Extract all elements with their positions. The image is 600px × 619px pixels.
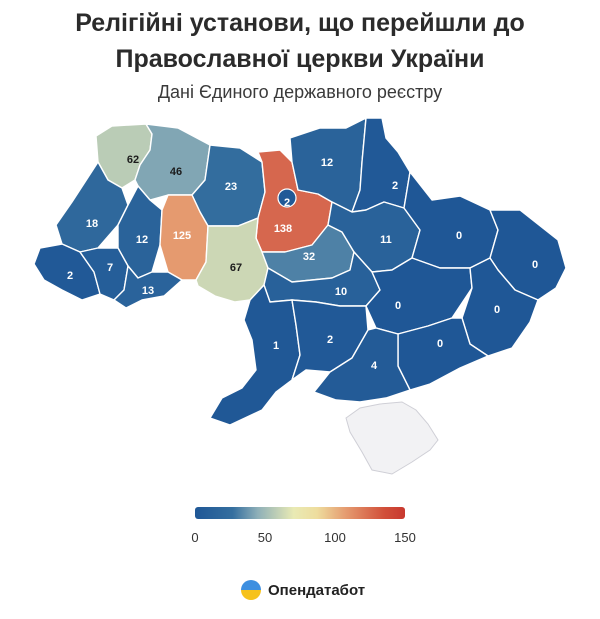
region-value-kharkiv: 0: [456, 230, 462, 242]
legend-tick-label: 150: [394, 530, 416, 545]
region-value-luhansk: 0: [532, 259, 538, 271]
region-value-lviv: 18: [86, 218, 98, 230]
brand-logo: Опендатабот: [241, 580, 365, 600]
region-value-ivano-frankivsk: 7: [107, 262, 113, 274]
region-value-mykolaiv: 2: [327, 334, 333, 346]
map-subtitle: Дані Єдиного державного реєстру: [157, 82, 443, 102]
region-odesa[interactable]: [209, 284, 301, 426]
region-value-vinnytsia: 67: [230, 262, 242, 274]
region-value-volyn: 62: [127, 154, 139, 166]
region-kherson[interactable]: [313, 327, 411, 403]
brand-name: Опендатабот: [268, 581, 366, 599]
legend-tick: [405, 519, 406, 524]
region-value-chernivtsi: 13: [142, 285, 154, 297]
region-value-sumy: 2: [392, 180, 398, 192]
legend-tick-label: 100: [324, 530, 346, 545]
region-value-donetsk: 0: [494, 304, 500, 316]
legend-tick: [265, 519, 266, 524]
legend-tick-label: 50: [257, 530, 273, 545]
region-donetsk[interactable]: [461, 257, 539, 357]
region-value-dnipro: 0: [395, 300, 401, 312]
region-crimea: [345, 401, 439, 475]
region-value-khmelnytskyi: 125: [173, 230, 191, 242]
region-value-kyiv-city: 2: [284, 197, 290, 209]
region-value-rivne: 46: [170, 166, 182, 178]
region-value-kirovohrad: 10: [335, 286, 347, 298]
region-kyiv-city[interactable]: [277, 188, 297, 208]
legend-color-scale: [195, 507, 405, 519]
opendatabot-logo-icon: [241, 580, 261, 600]
region-value-ternopil: 12: [136, 234, 148, 246]
legend-tick: [195, 519, 196, 524]
region-value-zhytomyr: 23: [225, 181, 237, 193]
region-value-odesa: 1: [273, 340, 279, 352]
region-value-poltava: 11: [380, 234, 392, 246]
region-value-kherson: 4: [371, 360, 378, 372]
region-value-cherkasy: 32: [303, 251, 315, 263]
region-value-chernihiv: 12: [321, 157, 333, 169]
legend-tick-label: 0: [191, 530, 199, 545]
map-title-line-1: Релігійні установи, що перейшли до: [75, 9, 525, 37]
map-title-line-2: Православної церкви України: [115, 45, 485, 73]
region-value-zaporizhzhia: 0: [437, 338, 443, 350]
region-value-zakarpattia: 2: [67, 270, 73, 282]
region-chernivtsi[interactable]: [113, 265, 183, 309]
legend-tick: [335, 519, 336, 524]
region-kharkiv[interactable]: [403, 171, 499, 269]
region-value-kyiv-oblast: 138: [274, 223, 292, 235]
